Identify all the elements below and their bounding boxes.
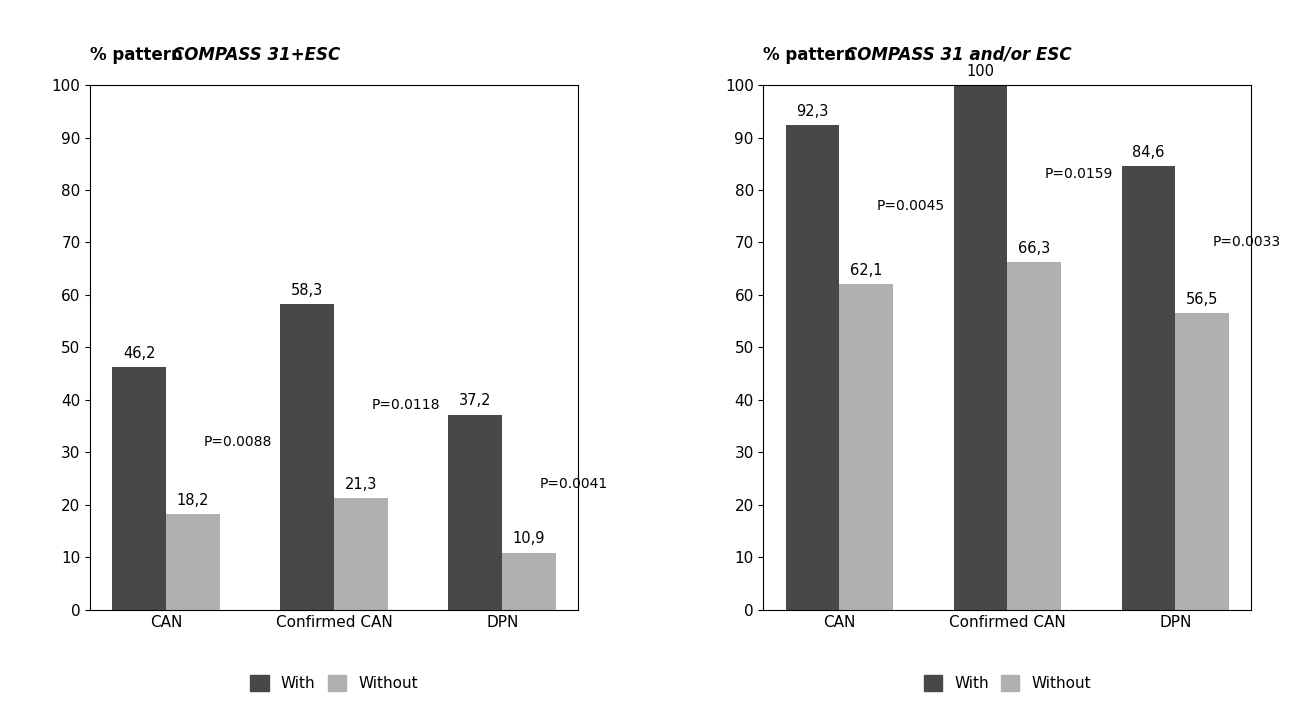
- Text: 58,3: 58,3: [292, 283, 324, 298]
- Bar: [502, 552, 556, 610]
- Text: 18,2: 18,2: [177, 493, 209, 508]
- Bar: [953, 85, 1007, 610]
- Text: COMPASS 31 and/or ESC: COMPASS 31 and/or ESC: [845, 46, 1072, 64]
- Bar: [1007, 262, 1062, 610]
- Bar: [166, 514, 221, 610]
- Text: % pattern: % pattern: [90, 46, 188, 64]
- Bar: [449, 415, 502, 610]
- Text: P=0.0045: P=0.0045: [876, 199, 944, 213]
- Text: P=0.0118: P=0.0118: [372, 398, 440, 412]
- Text: 62,1: 62,1: [850, 262, 882, 278]
- Text: 92,3: 92,3: [796, 104, 828, 119]
- Text: P=0.0088: P=0.0088: [204, 435, 272, 449]
- Text: COMPASS 31+ESC: COMPASS 31+ESC: [172, 46, 339, 64]
- Text: 46,2: 46,2: [123, 346, 156, 361]
- Text: % pattern: % pattern: [764, 46, 862, 64]
- Text: 10,9: 10,9: [513, 531, 546, 546]
- Bar: [840, 284, 893, 610]
- Text: 37,2: 37,2: [459, 393, 491, 408]
- Bar: [280, 304, 334, 610]
- Text: 100: 100: [966, 64, 995, 79]
- Bar: [786, 125, 840, 610]
- Bar: [1175, 313, 1229, 610]
- Bar: [1121, 166, 1175, 610]
- Text: 66,3: 66,3: [1018, 240, 1050, 256]
- Legend: With, Without: With, Without: [250, 675, 418, 691]
- Bar: [334, 498, 388, 610]
- Text: P=0.0159: P=0.0159: [1045, 167, 1113, 182]
- Legend: With, Without: With, Without: [924, 675, 1091, 691]
- Bar: [112, 367, 166, 610]
- Text: 56,5: 56,5: [1186, 292, 1219, 307]
- Text: 21,3: 21,3: [344, 476, 377, 492]
- Text: P=0.0041: P=0.0041: [539, 477, 608, 491]
- Text: P=0.0033: P=0.0033: [1213, 235, 1281, 250]
- Text: 84,6: 84,6: [1133, 145, 1165, 160]
